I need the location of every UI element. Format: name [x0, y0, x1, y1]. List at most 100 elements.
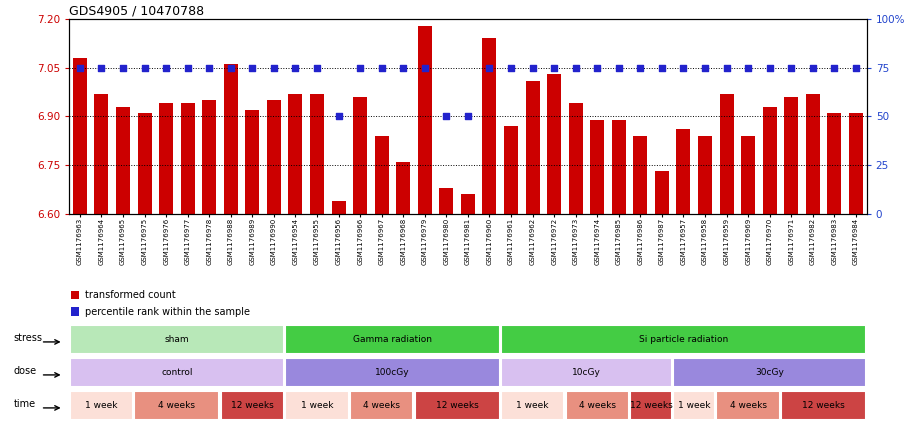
Text: Gamma radiation: Gamma radiation — [353, 335, 432, 344]
Point — [310, 64, 325, 71]
Point — [784, 64, 798, 71]
Point — [181, 64, 195, 71]
Text: GDS4905 / 10470788: GDS4905 / 10470788 — [69, 5, 205, 18]
Point — [374, 64, 389, 71]
Bar — [418, 25, 431, 214]
Bar — [631, 391, 672, 420]
Text: stress: stress — [14, 333, 42, 343]
Bar — [501, 358, 672, 387]
Bar — [741, 136, 755, 214]
Bar — [612, 120, 626, 214]
Text: 1 week: 1 week — [678, 401, 711, 410]
Bar — [220, 391, 284, 420]
Point — [590, 64, 605, 71]
Point — [396, 64, 410, 71]
Bar — [285, 391, 349, 420]
Bar — [719, 93, 734, 214]
Text: control: control — [161, 368, 193, 377]
Point — [698, 64, 713, 71]
Text: 12 weeks: 12 weeks — [436, 401, 479, 410]
Bar — [285, 325, 500, 354]
Bar — [71, 308, 79, 316]
Point — [353, 64, 368, 71]
Text: 4 weeks: 4 weeks — [363, 401, 400, 410]
Text: 4 weeks: 4 weeks — [729, 401, 766, 410]
Bar — [569, 103, 583, 214]
Bar — [849, 113, 863, 214]
Text: 4 weeks: 4 weeks — [159, 401, 195, 410]
Bar — [827, 113, 842, 214]
Text: Si particle radiation: Si particle radiation — [639, 335, 728, 344]
Point — [245, 64, 260, 71]
Point — [94, 64, 109, 71]
Bar — [285, 358, 500, 387]
Bar — [70, 391, 133, 420]
Point — [223, 64, 238, 71]
Text: 1 week: 1 week — [301, 401, 333, 410]
Point — [719, 64, 734, 71]
Point — [611, 64, 626, 71]
Point — [460, 113, 476, 120]
Bar — [245, 110, 259, 214]
Text: 12 weeks: 12 weeks — [231, 401, 274, 410]
Bar — [785, 97, 798, 214]
Point — [439, 113, 454, 120]
Point — [331, 113, 346, 120]
Bar — [396, 162, 410, 214]
Point — [159, 64, 173, 71]
Bar — [289, 93, 302, 214]
Bar — [633, 136, 647, 214]
Text: dose: dose — [14, 366, 37, 376]
Bar — [698, 136, 712, 214]
Bar — [482, 38, 496, 214]
Bar — [547, 74, 561, 214]
Bar — [590, 120, 604, 214]
Text: 1 week: 1 week — [85, 401, 118, 410]
Bar — [461, 194, 475, 214]
Text: transformed count: transformed count — [85, 290, 175, 300]
Bar — [116, 107, 130, 214]
Bar — [781, 391, 866, 420]
Bar — [70, 325, 284, 354]
Point — [633, 64, 648, 71]
Point — [762, 64, 777, 71]
Bar — [73, 58, 87, 214]
Bar — [762, 107, 776, 214]
Bar — [310, 93, 324, 214]
Point — [848, 64, 863, 71]
Point — [827, 64, 842, 71]
Bar — [673, 358, 866, 387]
Point — [676, 64, 691, 71]
Bar — [415, 391, 500, 420]
Point — [503, 64, 518, 71]
Point — [418, 64, 432, 71]
Point — [73, 64, 88, 71]
Bar — [374, 136, 389, 214]
Text: 10cGy: 10cGy — [572, 368, 601, 377]
Bar — [135, 391, 219, 420]
Bar — [137, 113, 151, 214]
Bar — [266, 100, 281, 214]
Point — [482, 64, 497, 71]
Bar — [350, 391, 413, 420]
Bar — [501, 325, 866, 354]
Text: 100cGy: 100cGy — [375, 368, 409, 377]
Point — [526, 64, 540, 71]
Text: 1 week: 1 week — [516, 401, 549, 410]
Bar — [353, 97, 367, 214]
Bar — [71, 291, 79, 299]
Bar — [526, 81, 539, 214]
Bar — [440, 188, 454, 214]
Bar — [202, 100, 217, 214]
Bar — [565, 391, 629, 420]
Point — [740, 64, 755, 71]
Bar — [504, 126, 518, 214]
Bar — [655, 171, 669, 214]
Point — [568, 64, 583, 71]
Bar — [716, 391, 780, 420]
Bar — [332, 201, 346, 214]
Bar — [677, 129, 691, 214]
Point — [806, 64, 821, 71]
Text: percentile rank within the sample: percentile rank within the sample — [85, 307, 250, 316]
Bar — [673, 391, 715, 420]
